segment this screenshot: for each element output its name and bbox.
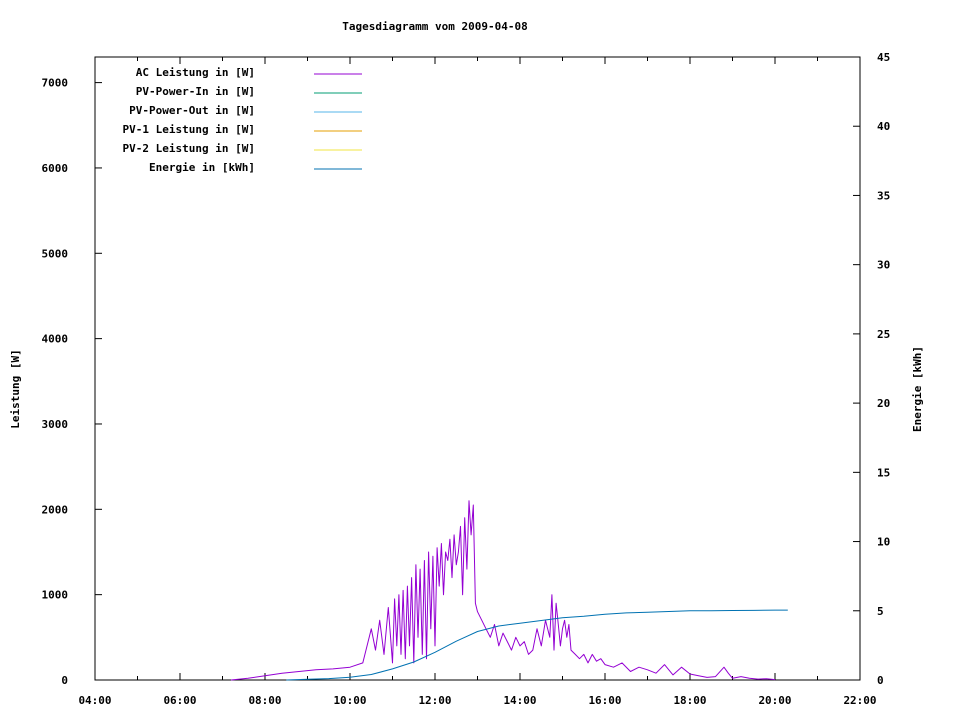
legend-label-pv1: PV-1 Leistung in [W]	[123, 123, 255, 136]
x-tick-label: 14:00	[503, 694, 536, 707]
y2-tick-label: 15	[877, 466, 890, 479]
series-line-energy	[286, 609, 788, 681]
y-tick-label: 2000	[42, 503, 69, 516]
x-tick-label: 04:00	[78, 694, 111, 707]
legend: AC Leistung in [W] PV-Power-In in [W] PV-P…	[123, 66, 362, 174]
chart-title: Tagesdiagramm vom 2009-04-08	[342, 20, 527, 33]
x-tick-label: 12:00	[418, 694, 451, 707]
x-tick-label: 16:00	[588, 694, 621, 707]
x-tick-label: 20:00	[758, 694, 791, 707]
legend-label-pv2: PV-2 Leistung in [W]	[123, 142, 255, 155]
series-line-ac	[230, 500, 776, 681]
y2-tick-label: 25	[877, 328, 890, 341]
y-tick-label: 4000	[42, 333, 69, 346]
y2-tick-label: 40	[877, 120, 890, 133]
y2-tick-label: 5	[877, 605, 884, 618]
legend-label-pv_out: PV-Power-Out in [W]	[129, 104, 255, 117]
y-tick-label: 7000	[42, 77, 69, 90]
y-tick-label: 1000	[42, 589, 69, 602]
x-tick-label: 10:00	[333, 694, 366, 707]
plot-area: 04:00 06:00 08:00 10:00 12:00 14:00 16:00 18:00…	[42, 51, 891, 707]
x-tick-label: 08:00	[248, 694, 281, 707]
x-tick-label: 22:00	[843, 694, 876, 707]
x-tick-label: 18:00	[673, 694, 706, 707]
y2-axis-label: Energie [kWh]	[911, 346, 924, 432]
y-axis-label: Leistung [W]	[9, 349, 22, 428]
y2-tick-label: 20	[877, 397, 890, 410]
y2-tick-label: 35	[877, 189, 890, 202]
legend-label-pv_in: PV-Power-In in [W]	[136, 85, 255, 98]
y2-tick-label: 45	[877, 51, 890, 64]
y2-tick-label: 0	[877, 674, 884, 687]
y-tick-label: 0	[61, 674, 68, 687]
y2-tick-label: 10	[877, 536, 890, 549]
y-tick-label: 3000	[42, 418, 69, 431]
legend-label-ac: AC Leistung in [W]	[136, 66, 255, 79]
y2-tick-label: 30	[877, 259, 890, 272]
y-tick-label: 6000	[42, 162, 69, 175]
legend-label-energy: Energie in [kWh]	[149, 161, 255, 174]
y-tick-label: 5000	[42, 247, 69, 260]
x-tick-label: 06:00	[163, 694, 196, 707]
